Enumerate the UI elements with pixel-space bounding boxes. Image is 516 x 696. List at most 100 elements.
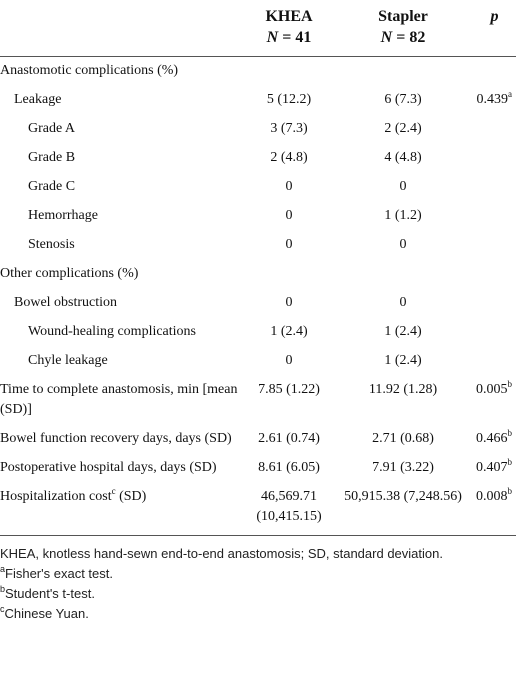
khea-cell: 0 xyxy=(245,173,333,202)
label-text: Time to complete anastomosis, min [mean … xyxy=(0,382,238,417)
cell-value: 2 (2.4) xyxy=(384,121,422,136)
label-text: Other complications (%) xyxy=(0,266,139,281)
cell-value: 3 (7.3) xyxy=(270,121,308,136)
stapler-cell: 4 (4.8) xyxy=(333,144,473,173)
p-value: 0.005 xyxy=(476,382,508,397)
p-cell: 0.466b xyxy=(473,425,516,454)
table-row: Wound-healing complications 1 (2.4) 1 (2.4… xyxy=(0,318,516,347)
cell-value: 0 xyxy=(285,237,293,252)
n-symbol: N xyxy=(266,29,279,46)
row-label: Postoperative hospital days, days (SD) xyxy=(0,454,245,483)
cell-value: 5 (12.2) xyxy=(266,92,312,107)
khea-cell xyxy=(245,260,333,289)
table-row: Grade C 0 0 xyxy=(0,173,516,202)
row-label: Bowel function recovery days, days (SD) xyxy=(0,425,245,454)
stapler-cell: 1 (1.2) xyxy=(333,202,473,231)
table-header: KHEA N = 41 Stapler N = 82 p xyxy=(0,0,516,57)
p-note: b xyxy=(507,486,513,496)
label-text: Wound-healing complications xyxy=(28,324,196,339)
table-row: Grade A 3 (7.3) 2 (2.4) xyxy=(0,115,516,144)
cell-value: 2.71 (0.68) xyxy=(372,431,434,446)
n-value: = 82 xyxy=(396,29,426,46)
stapler-cell xyxy=(333,57,473,87)
cell-value: 8.61 (6.05) xyxy=(258,460,320,475)
stapler-cell xyxy=(333,260,473,289)
khea-cell: 8.61 (6.05) xyxy=(245,454,333,483)
header-blank xyxy=(0,0,245,57)
table-row: Bowel function recovery days, days (SD) 2… xyxy=(0,425,516,454)
table-row: Grade B 2 (4.8) 4 (4.8) xyxy=(0,144,516,173)
khea-cell: 5 (12.2) xyxy=(245,86,333,115)
cell-value: 1 (2.4) xyxy=(384,324,422,339)
cell-value: 0 xyxy=(285,208,293,223)
stapler-cell: 1 (2.4) xyxy=(333,318,473,347)
cell-value: 1 (2.4) xyxy=(384,353,422,368)
cell-value: 1 (2.4) xyxy=(270,324,308,339)
cell-value: 0 xyxy=(399,237,407,252)
n-value: = 41 xyxy=(282,29,312,46)
cell-value: 7.91 (3.22) xyxy=(372,460,434,475)
footnote-text: Fisher's exact test. xyxy=(5,566,113,581)
footnote-text: Chinese Yuan. xyxy=(4,606,89,621)
khea-cell: 46,569.71 (10,415.15) xyxy=(245,483,333,536)
cell-value: 0 xyxy=(399,295,407,310)
results-table: KHEA N = 41 Stapler N = 82 p Anastomotic c… xyxy=(0,0,516,536)
row-label: Hemorrhage xyxy=(0,202,245,231)
stapler-cell: 2.71 (0.68) xyxy=(333,425,473,454)
khea-cell: 7.85 (1.22) xyxy=(245,376,333,425)
table-row: Leakage 5 (12.2) 6 (7.3) 0.439a xyxy=(0,86,516,115)
row-label: Grade B xyxy=(0,144,245,173)
stapler-cell: 7.91 (3.22) xyxy=(333,454,473,483)
cell-value: 0 xyxy=(285,179,293,194)
cell-value: 2 (4.8) xyxy=(270,150,308,165)
p-cell xyxy=(473,289,516,318)
khea-cell xyxy=(245,57,333,87)
header-khea: KHEA N = 41 xyxy=(245,0,333,57)
row-label: Grade A xyxy=(0,115,245,144)
header-row: KHEA N = 41 Stapler N = 82 p xyxy=(0,0,516,57)
p-cell xyxy=(473,173,516,202)
khea-cell: 2.61 (0.74) xyxy=(245,425,333,454)
row-label: Other complications (%) xyxy=(0,260,245,289)
stapler-cell: 11.92 (1.28) xyxy=(333,376,473,425)
khea-cell: 1 (2.4) xyxy=(245,318,333,347)
row-label: Wound-healing complications xyxy=(0,318,245,347)
label-text: Grade C xyxy=(28,179,76,194)
stapler-cell: 50,915.38 (7,248.56) xyxy=(333,483,473,536)
header-stapler: Stapler N = 82 xyxy=(333,0,473,57)
label-text: (SD) xyxy=(115,489,147,504)
column-name: KHEA xyxy=(265,8,313,25)
footnote: cChinese Yuan. xyxy=(0,604,516,624)
table-row: Stenosis 0 0 xyxy=(0,231,516,260)
footnotes: KHEA, knotless hand-sewn end-to-end anas… xyxy=(0,544,516,624)
p-cell xyxy=(473,260,516,289)
p-cell xyxy=(473,57,516,87)
label-text: Grade B xyxy=(28,150,76,165)
stapler-cell: 0 xyxy=(333,231,473,260)
p-cell xyxy=(473,318,516,347)
footnote: bStudent's t-test. xyxy=(0,584,516,604)
khea-cell: 0 xyxy=(245,289,333,318)
label-text: Anastomotic complications (%) xyxy=(0,63,179,78)
p-cell: 0.008b xyxy=(473,483,516,536)
khea-cell: 3 (7.3) xyxy=(245,115,333,144)
row-label: Leakage xyxy=(0,86,245,115)
footnote-text: Student's t-test. xyxy=(5,586,95,601)
khea-cell: 2 (4.8) xyxy=(245,144,333,173)
stapler-cell: 0 xyxy=(333,173,473,202)
p-note: b xyxy=(507,379,513,389)
n-symbol: N xyxy=(380,29,393,46)
p-note: b xyxy=(507,457,513,467)
p-value: 0.439 xyxy=(476,92,509,107)
column-name: Stapler xyxy=(378,8,428,25)
row-label: Bowel obstruction xyxy=(0,289,245,318)
cell-value: 7.85 (1.22) xyxy=(258,382,320,397)
footnote: aFisher's exact test. xyxy=(0,564,516,584)
row-label: Stenosis xyxy=(0,231,245,260)
cell-value: 4 (4.8) xyxy=(384,150,422,165)
p-cell xyxy=(473,115,516,144)
header-p: p xyxy=(473,0,516,57)
cell-value: 1 (1.2) xyxy=(384,208,422,223)
khea-cell: 0 xyxy=(245,347,333,376)
cell-value: 0 xyxy=(399,179,407,194)
